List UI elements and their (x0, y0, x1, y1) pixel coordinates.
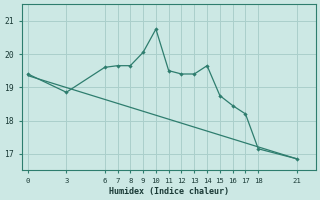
X-axis label: Humidex (Indice chaleur): Humidex (Indice chaleur) (109, 187, 229, 196)
